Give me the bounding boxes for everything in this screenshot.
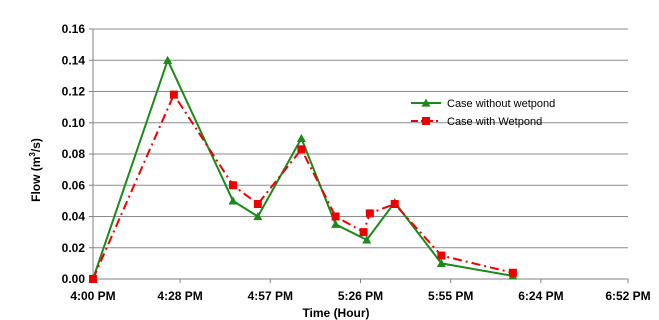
y-tick-label: 0.02 [62,241,86,255]
x-axis-title: Time (Hour) [302,306,369,320]
series-line-0 [92,59,514,280]
data-point [297,145,306,154]
series-line-1 [92,93,514,280]
data-point [163,55,173,64]
y-tick-label: 0.12 [62,85,86,99]
data-point [362,235,372,244]
x-tick-label: 6:24 PM [518,289,563,303]
x-tick-label: 4:00 PM [70,289,115,303]
data-point [331,212,340,221]
y-tick-label: 0.14 [62,53,86,67]
y-tick-label: 0.16 [62,22,86,36]
data-point [228,196,238,205]
x-tick-label: 6:52 PM [605,289,650,303]
data-point [331,219,341,228]
y-tick-label: 0.00 [62,272,86,286]
x-tick-label: 5:26 PM [338,289,383,303]
legend: Case without wetpond Case with Wetpond [411,98,555,128]
data-point [228,181,237,190]
y-tick-label: 0.04 [62,210,86,224]
data-point [437,251,446,260]
legend-label: Case with Wetpond [447,116,542,128]
legend-marker [421,98,431,107]
y-axis-title: Flow (m3/s) [28,138,43,202]
x-tick-label: 5:55 PM [428,289,473,303]
legend-label: Case without wetpond [447,98,555,110]
data-point [89,275,97,283]
data-point [365,209,374,218]
y-tick-label: 0.06 [62,178,86,192]
data-point [359,228,368,237]
data-point [253,212,263,221]
data-point [253,200,262,208]
data-point [169,90,178,99]
y-tick-label: 0.08 [62,147,86,161]
data-point [390,200,399,208]
data-point [508,268,517,277]
data-point [296,133,306,142]
legend-marker [422,117,430,125]
y-tick-label: 0.10 [62,116,86,130]
x-tick-label: 4:28 PM [157,289,202,303]
x-tick-label: 4:57 PM [248,289,293,303]
data-point [436,258,446,267]
